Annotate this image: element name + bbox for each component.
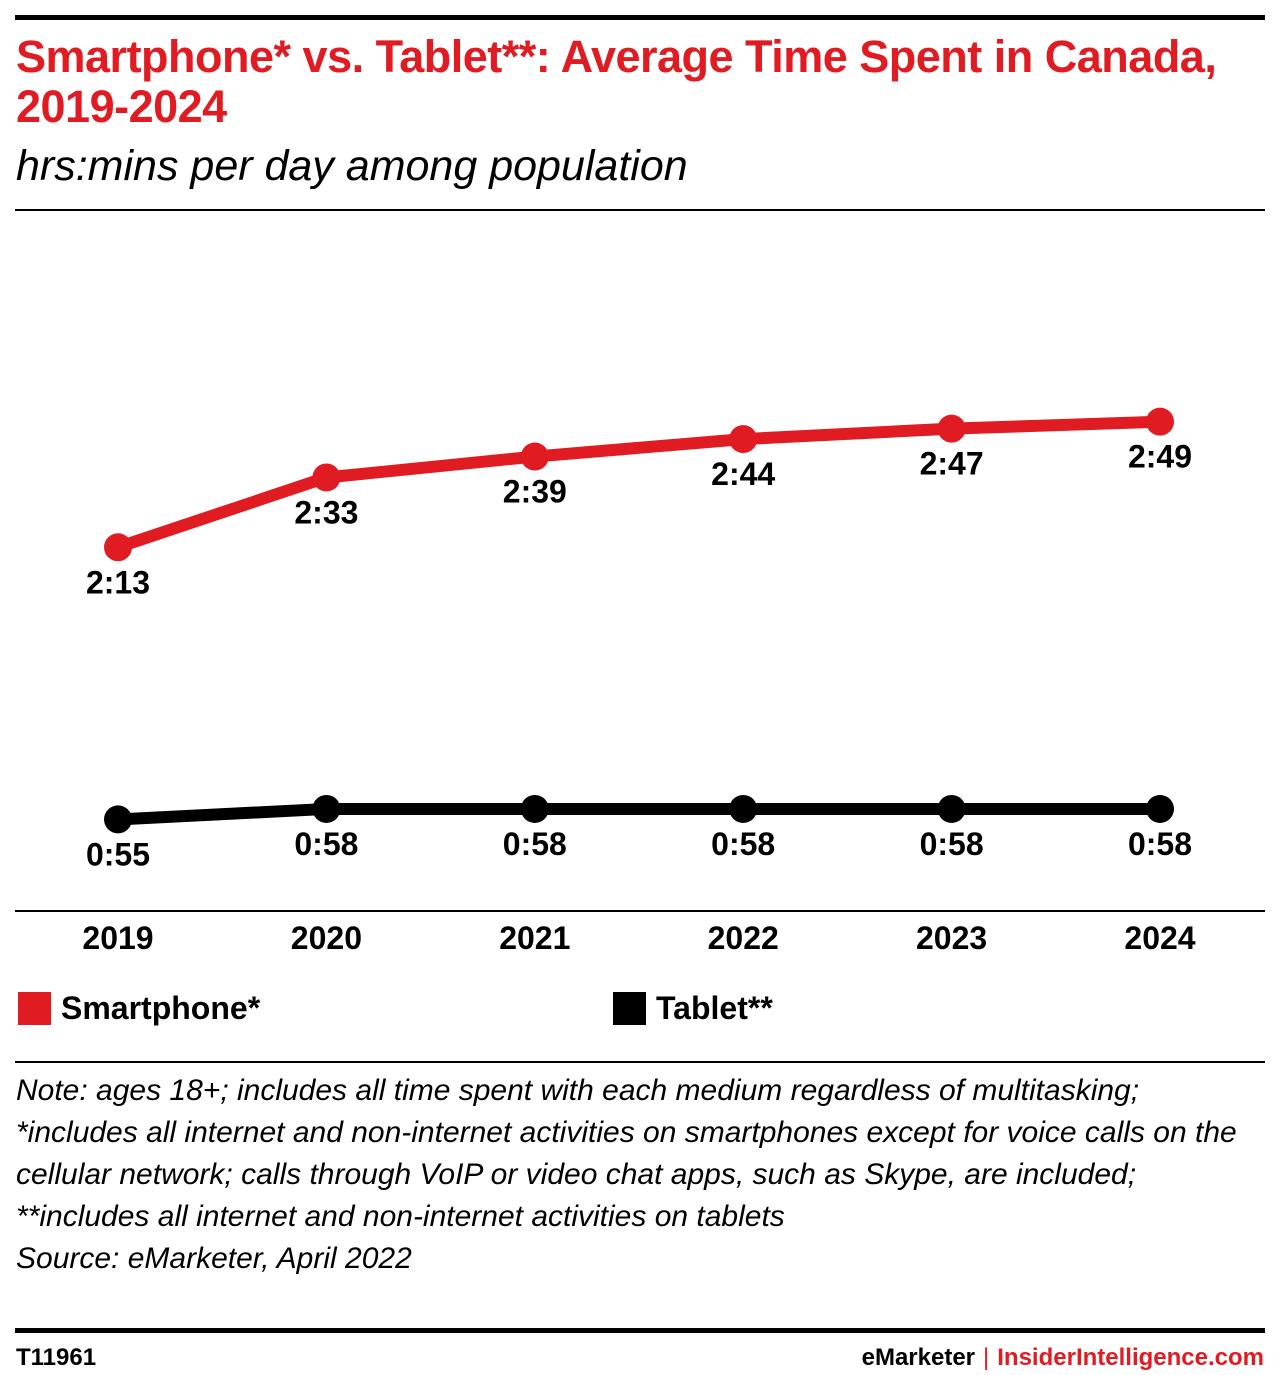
data-point-tablet-2023: [937, 794, 966, 823]
series-line-tablet: [112, 802, 1166, 826]
data-label-smartphone-2019: 2:13: [86, 564, 150, 600]
data-label-tablet-2024: 0:58: [1128, 826, 1192, 862]
data-point-tablet-2020: [312, 794, 341, 823]
legend-item-smartphone: Smartphone*: [18, 988, 260, 1028]
legend-swatch-smartphone: [18, 991, 51, 1025]
data-point-smartphone-2019: [104, 533, 132, 562]
branding: eMarketer | InsiderIntelligence.com: [862, 1344, 1264, 1372]
chart-subtitle: hrs:mins per day among population: [16, 142, 688, 190]
data-point-tablet-2019: [104, 805, 132, 834]
x-tick-label-2024: 2024: [1124, 920, 1195, 956]
x-tick-label-2020: 2020: [291, 920, 362, 956]
x-tick-label-2022: 2022: [708, 920, 779, 956]
x-axis-ticks: 2019 2020 2021 2022 2023 2024: [82, 920, 1195, 956]
data-point-smartphone-2022: [729, 425, 758, 454]
data-point-tablet-2021: [520, 794, 549, 823]
data-label-tablet-2022: 0:58: [711, 826, 775, 862]
legend-swatch-tablet: [613, 991, 646, 1025]
data-point-smartphone-2024: [1146, 407, 1174, 436]
legend-item-tablet: Tablet**: [613, 988, 773, 1028]
note-text: Note: ages 18+; includes all time spent …: [16, 1074, 1237, 1233]
data-label-tablet-2023: 0:58: [920, 826, 984, 862]
footer-divider: [15, 1061, 1265, 1063]
data-point-smartphone-2021: [520, 442, 549, 471]
legend-label-tablet: Tablet**: [656, 989, 773, 1026]
data-point-tablet-2022: [729, 794, 758, 823]
top-rule: [15, 15, 1265, 20]
footnote: Note: ages 18+; includes all time spent …: [16, 1070, 1261, 1280]
data-point-tablet-2024: [1146, 794, 1174, 823]
chart-title: Smartphone* vs. Tablet**: Average Time S…: [16, 31, 1217, 132]
data-point-smartphone-2023: [937, 414, 966, 443]
series-layer: 2:13 2:33 2:39 2:44 2:47 2:49 0:55 0:58 0:58 0:58…: [86, 407, 1192, 872]
chart-id: T11961: [16, 1344, 97, 1371]
x-tick-label-2021: 2021: [499, 920, 570, 956]
legend-label-smartphone: Smartphone*: [61, 989, 261, 1026]
series-tablet: 0:55 0:58 0:58 0:58 0:58 0:58: [86, 794, 1192, 872]
data-label-tablet-2021: 0:58: [503, 826, 567, 862]
data-label-tablet-2020: 0:58: [294, 826, 358, 862]
source-text: Source: eMarketer, April 2022: [16, 1242, 412, 1275]
series-line-smartphone: [112, 415, 1166, 554]
data-label-smartphone-2022: 2:44: [711, 456, 775, 492]
data-label-smartphone-2021: 2:39: [503, 474, 567, 510]
data-label-smartphone-2020: 2:33: [294, 494, 358, 530]
line-chart: 2:13 2:33 2:39 2:44 2:47 2:49 0:55 0:58 0:58 0:58…: [15, 407, 1265, 956]
data-point-smartphone-2020: [312, 463, 341, 492]
data-label-smartphone-2024: 2:49: [1128, 439, 1192, 475]
brand-separator: |: [983, 1344, 990, 1371]
brand-insiderintelligence: InsiderIntelligence.com: [997, 1344, 1264, 1371]
data-label-tablet-2019: 0:55: [86, 836, 150, 872]
x-tick-label-2019: 2019: [82, 920, 153, 956]
series-smartphone: 2:13 2:33 2:39 2:44 2:47 2:49: [86, 407, 1192, 600]
bottom-rule: [15, 1328, 1265, 1333]
brand-emarketer: eMarketer: [861, 1344, 976, 1371]
header-divider: [15, 209, 1265, 211]
data-label-smartphone-2023: 2:47: [920, 446, 984, 482]
x-tick-label-2023: 2023: [916, 920, 987, 956]
